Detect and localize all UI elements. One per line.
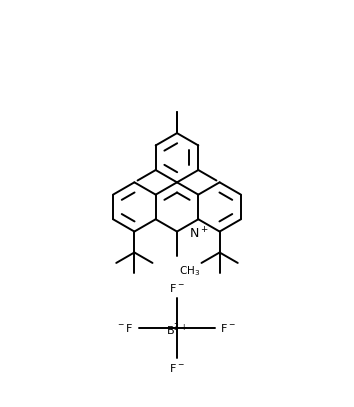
Text: CH$_3$: CH$_3$ (179, 264, 200, 278)
Text: $^-$F: $^-$F (116, 322, 134, 334)
Text: F$^-$: F$^-$ (169, 282, 185, 293)
Text: B$^{3+}$: B$^{3+}$ (166, 322, 188, 338)
Text: F$^-$: F$^-$ (220, 322, 236, 334)
Text: F$^-$: F$^-$ (169, 363, 185, 374)
Text: N$^+$: N$^+$ (189, 226, 209, 241)
